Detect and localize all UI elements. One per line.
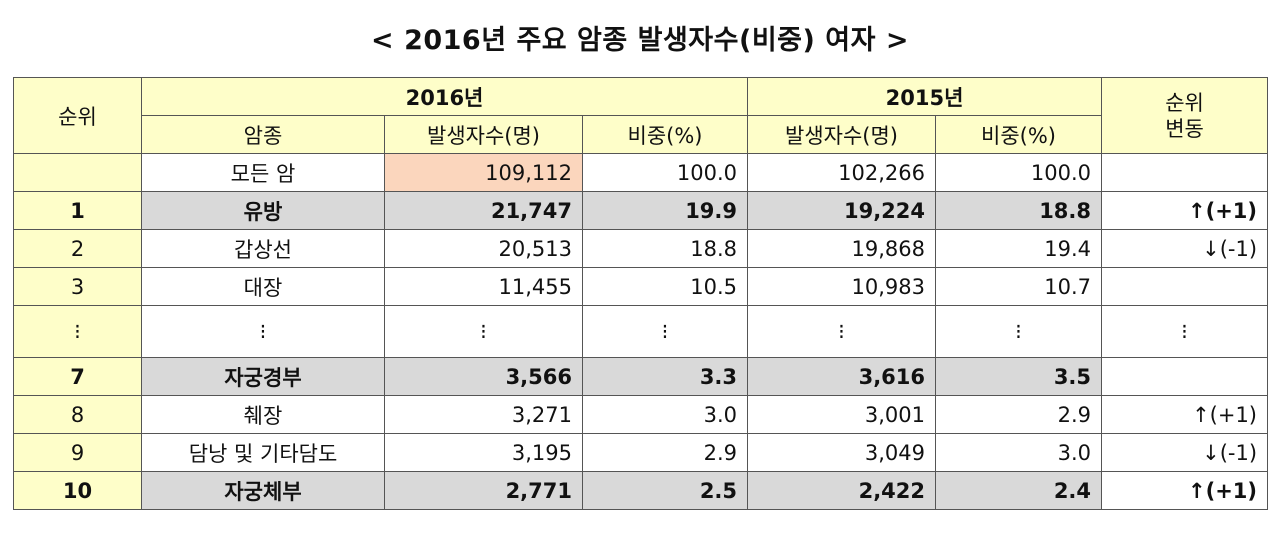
- header-rank: 순위: [13, 77, 142, 154]
- count-2016-cell: 20,513: [384, 229, 583, 268]
- share-2016-cell: 19.9: [581, 191, 749, 230]
- count-2016-cell: 3,271: [384, 395, 583, 434]
- table-row: 8 췌장 3,271 3.0 3,001 2.9 ↑(+1): [13, 395, 1269, 434]
- rank-cell: ⁝: [13, 305, 142, 358]
- rank-change-cell: ↑(+1): [1101, 191, 1269, 230]
- total-row: 모든 암 109,112 100.0 102,266 100.0: [13, 153, 1269, 192]
- header-2016: 2016년: [140, 77, 749, 116]
- table-row: ⁝ ⁝ ⁝ ⁝ ⁝ ⁝ ⁝: [13, 305, 1269, 358]
- table-row: 2 갑상선 20,513 18.8 19,868 19.4 ↓(-1): [13, 229, 1269, 268]
- rank-change-cell: ↓(-1): [1101, 433, 1269, 472]
- total-change-cell: [1101, 153, 1269, 192]
- cancer-type-cell: 자궁체부: [141, 471, 385, 510]
- rank-cell: 3: [13, 267, 142, 306]
- share-2016-cell: 10.5: [581, 267, 749, 306]
- count-2016-cell: 3,195: [384, 433, 583, 472]
- header-row-years: 순위 2016년 2015년 순위 변동: [13, 77, 1269, 154]
- rank-change-cell: [1101, 267, 1269, 306]
- count-2015-cell: 3,049: [747, 433, 937, 472]
- count-2016-cell: ⁝: [384, 305, 583, 358]
- cancer-type-cell: 갑상선: [141, 229, 385, 268]
- share-2015-cell: 2.4: [935, 471, 1103, 510]
- share-2015-cell: 10.7: [935, 267, 1103, 306]
- table-row: 3 대장 11,455 10.5 10,983 10.7: [13, 267, 1269, 306]
- share-2016-cell: ⁝: [581, 305, 749, 358]
- header-2015: 2015년: [747, 77, 1103, 116]
- rank-change-cell: ⁝: [1101, 305, 1269, 358]
- rank-cell: 9: [13, 433, 142, 472]
- share-2016-cell: 2.9: [581, 433, 749, 472]
- count-2016-cell: 21,747: [384, 191, 583, 230]
- cancer-type-cell: 담낭 및 기타담도: [141, 433, 385, 472]
- cancer-type-cell: 췌장: [141, 395, 385, 434]
- header-share-2016: 비중(%): [581, 115, 749, 154]
- header-rank-change: 순위 변동: [1101, 77, 1269, 154]
- share-2016-cell: 18.8: [581, 229, 749, 268]
- header-count-2016: 발생자수(명): [384, 115, 583, 154]
- rank-cell: 1: [13, 191, 142, 230]
- header-cancer-type: 암종: [141, 115, 385, 154]
- cancer-type-cell: ⁝: [141, 305, 385, 358]
- count-2016-cell: 3,566: [384, 357, 583, 396]
- total-label: 모든 암: [141, 153, 385, 192]
- table-row: 7 자궁경부 3,566 3.3 3,616 3.5: [13, 357, 1269, 396]
- count-2015-cell: 19,224: [747, 191, 937, 230]
- rank-cell: 10: [13, 471, 142, 510]
- table-row: 1 유방 21,747 19.9 19,224 18.8 ↑(+1): [13, 191, 1269, 230]
- cancer-incidence-table: 순위 2016년 2015년 순위 변동 암종 발생자수(명) 비중(%) 발생…: [13, 77, 1269, 510]
- header-row-columns: 암종 발생자수(명) 비중(%) 발생자수(명) 비중(%): [14, 115, 1268, 154]
- count-2015-cell: 10,983: [747, 267, 937, 306]
- share-2016-cell: 3.3: [581, 357, 749, 396]
- total-share-2015: 100.0: [935, 153, 1103, 192]
- total-rank-cell: [13, 153, 142, 192]
- share-2015-cell: 3.5: [935, 357, 1103, 396]
- count-2016-cell: 2,771: [384, 471, 583, 510]
- count-2016-cell: 11,455: [384, 267, 583, 306]
- rank-cell: 7: [13, 357, 142, 396]
- cancer-type-cell: 대장: [141, 267, 385, 306]
- share-2015-cell: 2.9: [935, 395, 1103, 434]
- total-share-2016: 100.0: [581, 153, 749, 192]
- cancer-type-cell: 자궁경부: [141, 357, 385, 396]
- count-2015-cell: 2,422: [747, 471, 937, 510]
- count-2015-cell: 19,868: [747, 229, 937, 268]
- share-2016-cell: 3.0: [581, 395, 749, 434]
- page-title: < 2016년 주요 암종 발생자수(비중) 여자 >: [371, 25, 909, 56]
- share-2015-cell: 3.0: [935, 433, 1103, 472]
- table-row: 10 자궁체부 2,771 2.5 2,422 2.4 ↑(+1): [13, 471, 1269, 510]
- header-share-2015: 비중(%): [935, 115, 1103, 154]
- share-2015-cell: ⁝: [935, 305, 1103, 358]
- header-count-2015: 발생자수(명): [747, 115, 937, 154]
- table-row: 9 담낭 및 기타담도 3,195 2.9 3,049 3.0 ↓(-1): [13, 433, 1269, 472]
- rank-cell: 2: [13, 229, 142, 268]
- cancer-type-cell: 유방: [141, 191, 385, 230]
- share-2015-cell: 18.8: [935, 191, 1103, 230]
- total-count-2016: 109,112: [384, 153, 583, 192]
- share-2015-cell: 19.4: [935, 229, 1103, 268]
- count-2015-cell: 3,001: [747, 395, 937, 434]
- rank-change-cell: ↑(+1): [1101, 395, 1269, 434]
- count-2015-cell: ⁝: [747, 305, 937, 358]
- rank-cell: 8: [13, 395, 142, 434]
- share-2016-cell: 2.5: [581, 471, 749, 510]
- total-count-2015: 102,266: [747, 153, 937, 192]
- rank-change-cell: [1101, 357, 1269, 396]
- count-2015-cell: 3,616: [747, 357, 937, 396]
- rank-change-cell: ↓(-1): [1101, 229, 1269, 268]
- rank-change-cell: ↑(+1): [1101, 471, 1269, 510]
